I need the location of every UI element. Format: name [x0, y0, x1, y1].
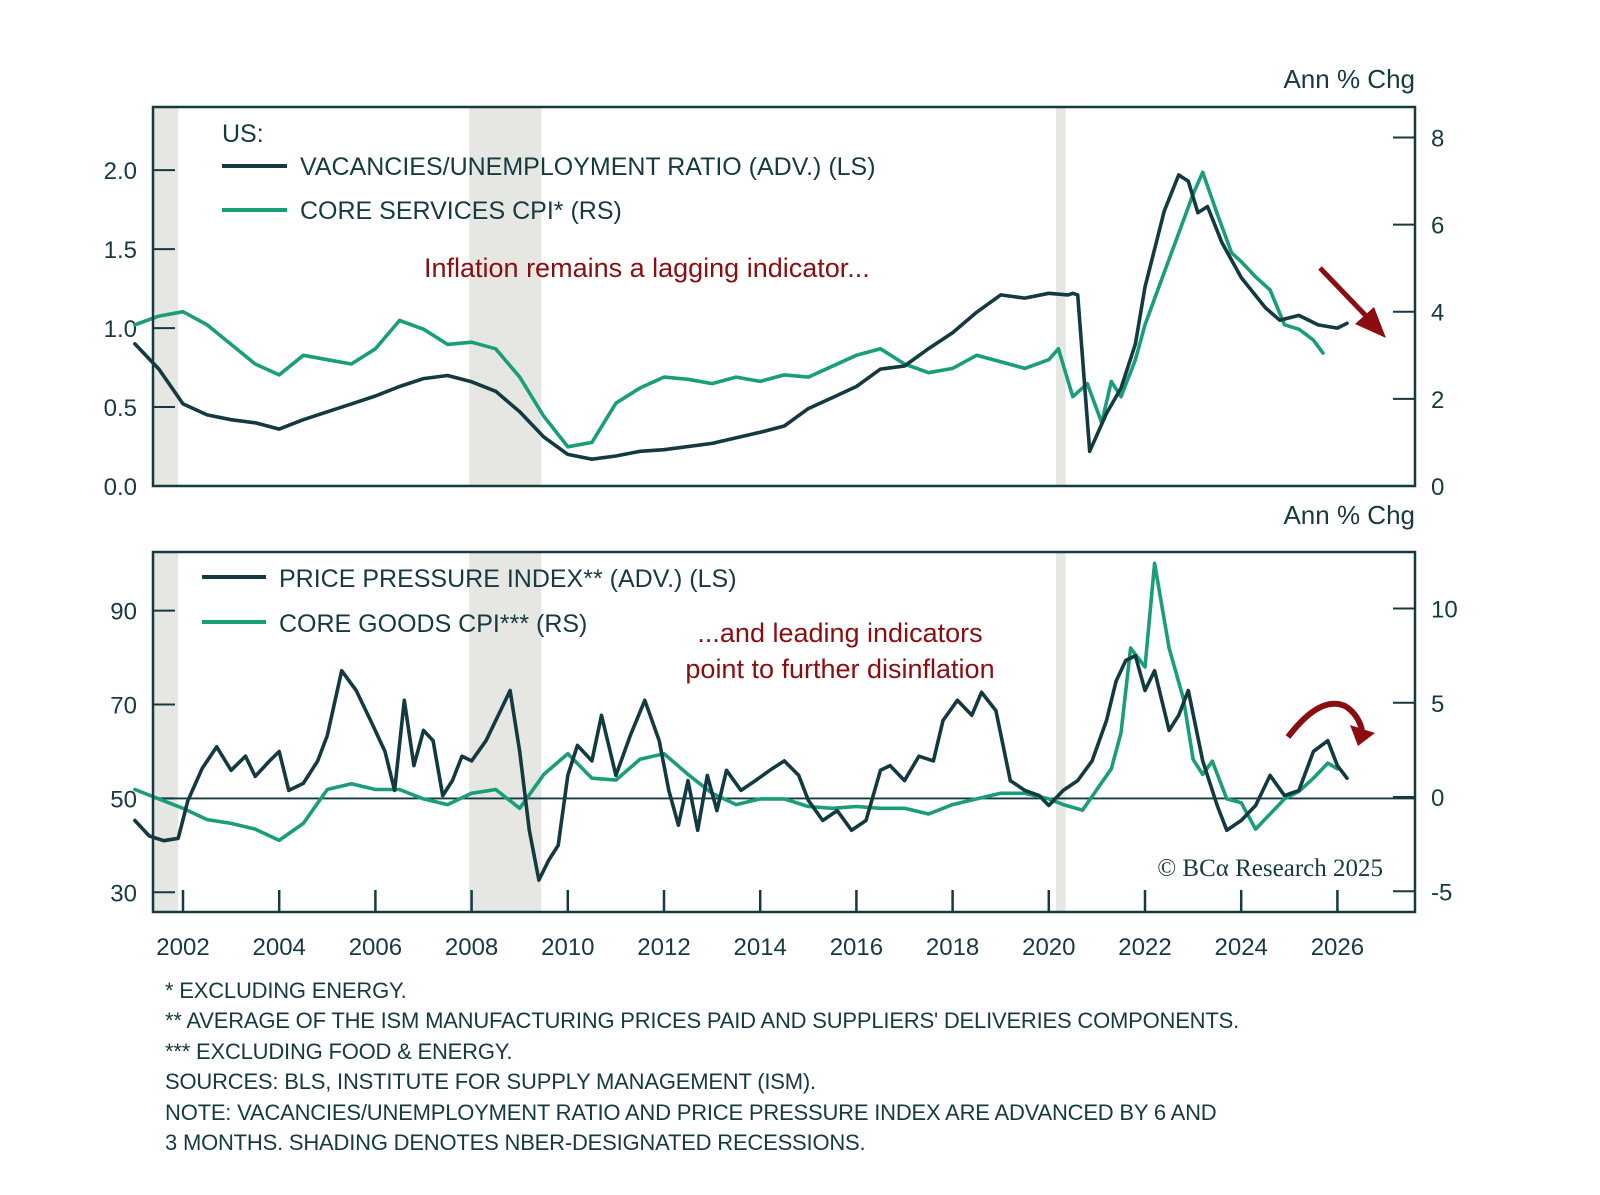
- left-tick-label: 30: [110, 880, 137, 907]
- left-tick-label: 0.5: [104, 395, 137, 422]
- bottom-legend-label-goods: CORE GOODS CPI*** (RS): [279, 610, 587, 638]
- x-tick-label: 2008: [445, 934, 498, 961]
- bottom-plot-frame: [151, 550, 1417, 914]
- down-right-arrow-icon: [1318, 266, 1386, 338]
- recession-band: [1056, 107, 1066, 486]
- x-tick-label: 2018: [926, 934, 979, 961]
- top-right-axis: 0 2 4 6 8: [1393, 125, 1444, 501]
- bottom-left-axis: 30 50 70 90: [110, 599, 175, 907]
- right-tick-label: 4: [1431, 300, 1444, 327]
- x-tick-label: 2024: [1215, 934, 1268, 961]
- top-series-lines: [133, 170, 1349, 462]
- bottom-panel: 30 50 70 90 -5 0 5 10 2002 2004 2006 2008 2010 2012…: [110, 500, 1457, 961]
- left-tick-label: 1.0: [104, 316, 137, 343]
- x-tick-label: 2014: [734, 934, 787, 961]
- copyright: © BCα Research 2025: [1157, 855, 1383, 882]
- top-right-axis-title: Ann % Chg: [1283, 64, 1415, 94]
- left-tick-label: 1.5: [104, 237, 137, 264]
- top-legend-title: US:: [222, 120, 264, 148]
- right-tick-label: 8: [1431, 125, 1444, 152]
- right-tick-label: 5: [1431, 691, 1444, 718]
- right-tick-label: 6: [1431, 213, 1444, 240]
- bottom-annotation-line-1: ...and leading indicators: [697, 618, 982, 648]
- x-axis: 2002 2004 2006 2008 2010 2012 2014 2016 2018 2020…: [156, 890, 1364, 961]
- footnote: ** AVERAGE OF THE ISM MANUFACTURING PRIC…: [165, 1008, 1239, 1034]
- x-tick-label: 2006: [349, 934, 402, 961]
- footnote: *** EXCLUDING FOOD & ENERGY.: [165, 1038, 513, 1064]
- footnote: * EXCLUDING ENERGY.: [165, 978, 407, 1003]
- footnote-sources: SOURCES: BLS, INSTITUTE FOR SUPPLY MANAG…: [165, 1069, 816, 1095]
- series-line-ls: [133, 653, 1349, 882]
- top-panel: 0.0 0.5 1.0 1.5 2.0 0 2 4 6 8 Ann % Chg US: VACA…: [104, 64, 1445, 501]
- left-tick-label: 0.0: [104, 474, 137, 501]
- series-line-ls: [133, 173, 1349, 462]
- bottom-right-axis-title: Ann % Chg: [1283, 500, 1415, 530]
- recession-band: [469, 552, 542, 912]
- right-tick-label: -5: [1431, 879, 1452, 906]
- bottom-series-lines: [133, 561, 1349, 882]
- right-tick-label: 10: [1431, 597, 1458, 624]
- bottom-annotation-line-2: point to further disinflation: [685, 654, 994, 684]
- x-tick-label: 2012: [637, 934, 690, 961]
- top-legend-label-services: CORE SERVICES CPI* (RS): [300, 197, 622, 225]
- recession-band: [153, 552, 179, 912]
- left-tick-label: 70: [110, 693, 137, 720]
- right-tick-label: 0: [1431, 474, 1444, 501]
- x-tick-label: 2026: [1311, 934, 1364, 961]
- footnotes: * EXCLUDING ENERGY. ** AVERAGE OF THE IS…: [165, 976, 1465, 1158]
- footnote-note: NOTE: VACANCIES/UNEMPLOYMENT RATIO AND P…: [165, 1099, 1217, 1125]
- x-tick-label: 2004: [253, 934, 306, 961]
- left-tick-label: 2.0: [104, 158, 137, 185]
- left-tick-label: 90: [110, 599, 137, 626]
- x-tick-label: 2022: [1118, 934, 1171, 961]
- top-legend-label-vu: VACANCIES/UNEMPLOYMENT RATIO (ADV.) (LS): [300, 153, 876, 181]
- bottom-right-axis: -5 0 5 10: [1393, 597, 1458, 906]
- curved-down-arrow-icon: [1285, 700, 1375, 746]
- top-plot-frame: [151, 105, 1417, 488]
- x-tick-label: 2002: [156, 934, 209, 961]
- right-tick-label: 0: [1431, 785, 1444, 812]
- series-line-rs: [133, 170, 1325, 449]
- left-tick-label: 50: [110, 786, 137, 813]
- right-tick-label: 2: [1431, 387, 1444, 414]
- recession-band: [1056, 552, 1066, 912]
- recession-band: [153, 107, 179, 486]
- x-tick-label: 2016: [830, 934, 883, 961]
- bottom-recession-shading: [153, 552, 1066, 912]
- x-tick-label: 2020: [1022, 934, 1075, 961]
- bottom-legend-label-ppi: PRICE PRESSURE INDEX** (ADV.) (LS): [279, 565, 737, 593]
- x-tick-label: 2010: [541, 934, 594, 961]
- chart-figure: 0.0 0.5 1.0 1.5 2.0 0 2 4 6 8 Ann % Chg US: VACA…: [104, 64, 1458, 961]
- footnote-note-cont: 3 MONTHS. SHADING DENOTES NBER-DESIGNATE…: [165, 1130, 866, 1156]
- top-left-axis: 0.0 0.5 1.0 1.5 2.0: [104, 158, 175, 501]
- series-line-rs: [133, 561, 1340, 843]
- top-annotation: Inflation remains a lagging indicator...: [424, 253, 870, 283]
